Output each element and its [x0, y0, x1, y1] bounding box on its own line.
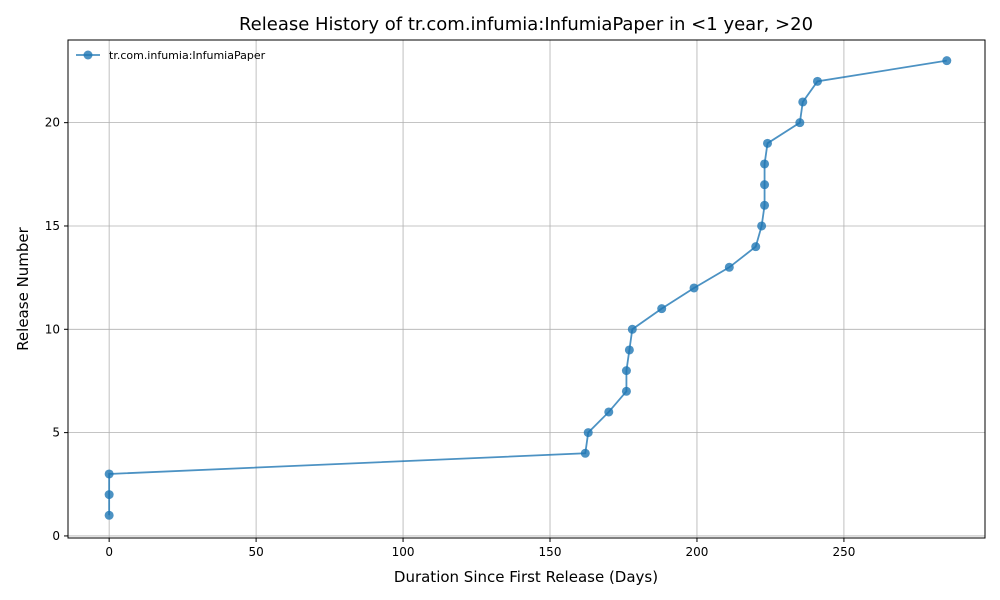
y-tick-label: 0: [52, 529, 60, 543]
y-tick-label: 15: [45, 219, 60, 233]
data-point: [763, 138, 773, 148]
x-tick-label: 100: [392, 545, 415, 559]
data-point: [689, 283, 699, 293]
data-point: [621, 386, 631, 396]
data-point: [812, 76, 822, 86]
data-point: [760, 159, 770, 169]
data-point: [104, 510, 114, 520]
y-tick-label: 5: [52, 426, 60, 440]
y-tick-label: 20: [45, 116, 60, 130]
legend-label: tr.com.infumia:InfumiaPaper: [109, 49, 266, 62]
data-point: [580, 448, 590, 458]
data-point: [604, 407, 614, 417]
data-point: [724, 262, 734, 272]
x-tick-label: 150: [539, 545, 562, 559]
x-tick-label: 200: [686, 545, 709, 559]
data-point: [760, 180, 770, 190]
data-point: [104, 490, 114, 500]
x-tick-label: 0: [105, 545, 113, 559]
y-tick-label: 10: [45, 322, 60, 336]
y-axis-ticks: 0 5 10 15 20: [45, 116, 68, 543]
data-point: [627, 324, 637, 334]
data-point: [757, 221, 767, 231]
x-axis-title: Duration Since First Release (Days): [394, 568, 658, 586]
plot-background: [68, 40, 985, 538]
y-axis-title: Release Number: [14, 226, 32, 350]
chart-title: Release History of tr.com.infumia:Infumi…: [239, 14, 813, 35]
data-point: [942, 56, 952, 66]
legend: tr.com.infumia:InfumiaPaper: [76, 49, 266, 62]
x-tick-label: 250: [832, 545, 855, 559]
data-point: [657, 304, 667, 314]
data-point: [624, 345, 634, 355]
plot-frame: [67, 39, 986, 539]
data-point: [798, 97, 808, 107]
x-axis-ticks: 0 50 100 150 200 250: [105, 538, 855, 559]
data-point: [104, 469, 114, 479]
x-tick-label: 50: [248, 545, 263, 559]
data-point: [760, 200, 770, 210]
data-point: [621, 366, 631, 376]
series-layer: [104, 56, 952, 520]
data-point: [583, 428, 593, 438]
data-point: [795, 118, 805, 128]
legend-marker: [83, 50, 93, 60]
data-point: [751, 242, 761, 252]
